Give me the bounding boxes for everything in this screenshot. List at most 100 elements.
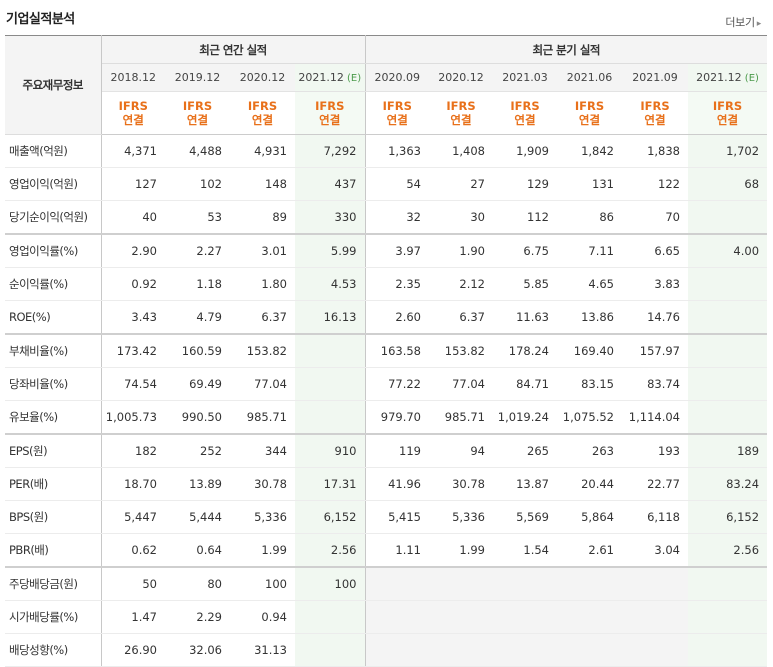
table-cell: 129 — [493, 167, 557, 201]
table-cell: 53 — [165, 200, 230, 235]
table-cell: 985.71 — [429, 400, 493, 435]
table-cell — [622, 600, 688, 634]
table-cell: 6.65 — [622, 234, 688, 268]
table-cell: 1.90 — [429, 234, 493, 268]
table-cell: 169.40 — [557, 334, 622, 368]
table-cell — [688, 334, 768, 368]
row-label: PBR(배) — [5, 533, 102, 568]
table-cell: 4,371 — [101, 134, 165, 168]
table-cell: 6.37 — [429, 300, 493, 335]
table-cell: 83.15 — [557, 367, 622, 401]
table-row: 당기순이익(억원) 40 53 89 330 32 30 112 86 70 — [5, 200, 768, 235]
basis-standard: IFRS — [382, 99, 412, 113]
basis-standard: IFRS — [315, 99, 345, 113]
table-cell: 6.37 — [230, 300, 295, 335]
more-label: 더보기 — [725, 16, 755, 29]
table-cell: 437 — [295, 167, 366, 201]
table-cell: 13.87 — [493, 467, 557, 501]
row-label: PER(배) — [5, 467, 102, 501]
table-cell — [295, 367, 366, 401]
table-cell: 77.22 — [365, 367, 429, 401]
table-cell: 32.06 — [165, 633, 230, 667]
table-cell — [688, 600, 768, 634]
table-row: 부채비율(%) 173.42 160.59 153.82 163.58 153.82 178… — [5, 334, 768, 368]
table-cell: 1,702 — [688, 134, 768, 168]
row-label: 매출액(억원) — [5, 134, 102, 168]
table-cell — [295, 633, 366, 667]
table-row: 유보율(%) 1,005.73 990.50 985.71 979.70 985.71 1,… — [5, 400, 768, 435]
estimate-tag: (E) — [741, 73, 759, 84]
table-cell: 1,408 — [429, 134, 493, 168]
period-header: 2020.12 — [429, 63, 493, 92]
table-cell: 1,075.52 — [557, 400, 622, 435]
table-cell: 4.79 — [165, 300, 230, 335]
row-label: EPS(원) — [5, 434, 102, 468]
table-cell: 985.71 — [230, 400, 295, 435]
section-title: 기업실적분석 — [6, 12, 75, 27]
table-cell: 6,152 — [688, 500, 768, 534]
table-cell: 5,569 — [493, 500, 557, 534]
accounting-basis: IFRS 연결 — [622, 91, 688, 135]
period-row: 2018.12 2019.12 2020.12 2021.12 (E) 2020.09 2… — [5, 63, 768, 92]
more-link[interactable]: 더보기 ▸ — [725, 14, 761, 30]
table-cell: 6,152 — [295, 500, 366, 534]
table-cell: 20.44 — [557, 467, 622, 501]
basis-scope: 연결 — [644, 113, 666, 127]
table-cell: 193 — [622, 434, 688, 468]
table-cell: 40 — [101, 200, 165, 235]
table-cell: 2.61 — [557, 533, 622, 568]
basis-standard: IFRS — [510, 99, 540, 113]
table-cell: 1,019.24 — [493, 400, 557, 435]
table-cell: 910 — [295, 434, 366, 468]
table-row: 당좌비율(%) 74.54 69.49 77.04 77.22 77.04 84.71 83.… — [5, 367, 768, 401]
table-cell: 330 — [295, 200, 366, 235]
accounting-basis: IFRS 연결 — [688, 91, 768, 135]
table-cell: 4.00 — [688, 234, 768, 268]
table-cell: 160.59 — [165, 334, 230, 368]
table-cell: 5.85 — [493, 267, 557, 301]
table-cell — [688, 367, 768, 401]
table-cell: 13.86 — [557, 300, 622, 335]
row-label: 영업이익(억원) — [5, 167, 102, 201]
table-header: 주요재무정보 최근 연간 실적 최근 분기 실적 2018.12 2019.12 2… — [5, 35, 768, 135]
table-cell: 13.89 — [165, 467, 230, 501]
period-header: 2019.12 — [165, 63, 230, 92]
table-cell: 119 — [365, 434, 429, 468]
table-cell: 74.54 — [101, 367, 165, 401]
table-cell: 189 — [688, 434, 768, 468]
financial-table: 주요재무정보 최근 연간 실적 최근 분기 실적 2018.12 2019.12 2… — [5, 35, 768, 667]
table-cell — [365, 633, 429, 667]
period-date: 2021.03 — [502, 71, 548, 84]
basis-standard: IFRS — [247, 99, 278, 113]
row-label: 유보율(%) — [5, 400, 102, 435]
table-cell — [688, 567, 768, 601]
table-cell — [557, 633, 622, 667]
table-cell: 5,415 — [365, 500, 429, 534]
table-cell — [295, 334, 366, 368]
table-row: PBR(배) 0.62 0.64 1.99 2.56 1.11 1.99 1.54 2.61 3.… — [5, 533, 768, 568]
table-cell: 7.11 — [557, 234, 622, 268]
row-label: 시가배당률(%) — [5, 600, 102, 634]
table-cell: 3.04 — [622, 533, 688, 568]
table-cell: 7,292 — [295, 134, 366, 168]
table-cell: 2.35 — [365, 267, 429, 301]
table-cell: 153.82 — [230, 334, 295, 368]
table-cell: 3.83 — [622, 267, 688, 301]
table-cell: 163.58 — [365, 334, 429, 368]
table-cell: 89 — [230, 200, 295, 235]
table-cell: 6,118 — [622, 500, 688, 534]
table-cell: 2.12 — [429, 267, 493, 301]
table-cell: 5,336 — [429, 500, 493, 534]
table-cell: 2.90 — [101, 234, 165, 268]
row-label: 당기순이익(억원) — [5, 200, 102, 235]
period-date: 2020.09 — [374, 71, 421, 84]
table-cell: 153.82 — [429, 334, 493, 368]
table-cell: 26.90 — [101, 633, 165, 667]
row-label: 영업이익률(%) — [5, 234, 102, 268]
basis-scope: 연결 — [122, 113, 144, 127]
accounting-basis: IFRS 연결 — [230, 91, 295, 135]
table-cell: 77.04 — [230, 367, 295, 401]
table-cell: 157.97 — [622, 334, 688, 368]
period-header: 2018.12 — [101, 63, 165, 92]
table-cell: 127 — [101, 167, 165, 201]
